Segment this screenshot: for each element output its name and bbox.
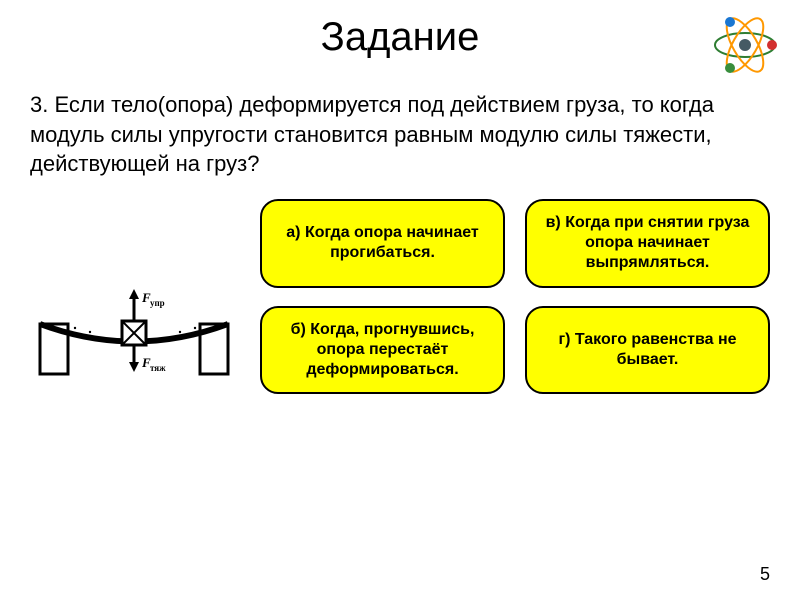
option-a[interactable]: а) Когда опора начинает прогибаться. — [260, 199, 505, 288]
option-g[interactable]: г) Такого равенства не бывает. — [525, 306, 770, 395]
page-title: Задание — [0, 0, 800, 60]
svg-text:тяж: тяж — [150, 363, 166, 373]
options-grid: а) Когда опора начинает прогибаться. в) … — [250, 199, 770, 394]
physics-diagram: F упр F тяж — [30, 199, 250, 394]
svg-text:упр: упр — [150, 298, 165, 308]
option-v[interactable]: в) Когда при снятии груза опора начинает… — [525, 199, 770, 288]
option-b[interactable]: б) Когда, прогнувшись, опора перестаёт д… — [260, 306, 505, 395]
content-area: F упр F тяж а) Когда опора начинает прог… — [0, 199, 800, 394]
atom-icon — [710, 10, 780, 85]
slide-number: 5 — [760, 564, 770, 585]
question-text: 3. Если тело(опора) деформируется под де… — [0, 60, 800, 199]
